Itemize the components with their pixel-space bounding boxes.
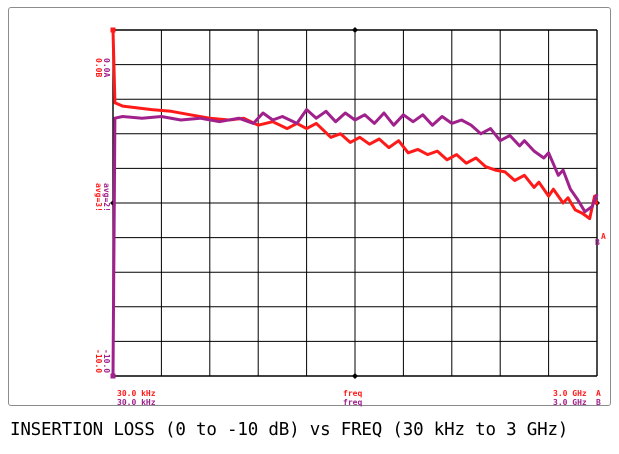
data-traces — [110, 27, 599, 379]
chart-frame — [8, 7, 611, 406]
y-bottom-label-2: -10.0 — [102, 349, 111, 373]
y-top-label-b: 0.0B — [94, 58, 103, 77]
x-stop-label-1: 3.0 GHz — [553, 389, 587, 398]
x-center-label-1: freq — [343, 389, 362, 398]
y-top-label-a: 0.0A — [102, 58, 111, 77]
trace-end-marker-b: B — [595, 238, 600, 247]
axis-labels: 0.0B 0.0A avg=3! avg=2! -10.0 -10.0 30.0… — [94, 58, 606, 407]
trace-end-marker-a: A — [601, 232, 606, 241]
y-side-label-1: avg=3! — [94, 183, 103, 212]
grid — [110, 27, 600, 379]
y-bottom-label-1: -10.0 — [94, 349, 103, 373]
series-line-1 — [111, 108, 599, 377]
series-start-marker-0 — [110, 27, 116, 33]
reference-tick-0 — [352, 27, 358, 33]
x-center-label-2: freq — [343, 398, 362, 407]
x-stop-label-2: 3.0 GHz — [553, 398, 587, 407]
chart-title: INSERTION LOSS (0 to -10 dB) vs FREQ (30… — [10, 420, 569, 440]
x-start-label-1: 30.0 kHz — [117, 389, 156, 398]
series-start-marker-1 — [110, 373, 116, 379]
x-stop-marker-a: A — [596, 389, 601, 398]
x-start-label-2: 30.0 kHz — [117, 398, 156, 407]
reference-tick-1 — [352, 373, 358, 379]
x-stop-marker-b: B — [596, 398, 601, 407]
y-side-label-2: avg=2! — [102, 183, 111, 212]
